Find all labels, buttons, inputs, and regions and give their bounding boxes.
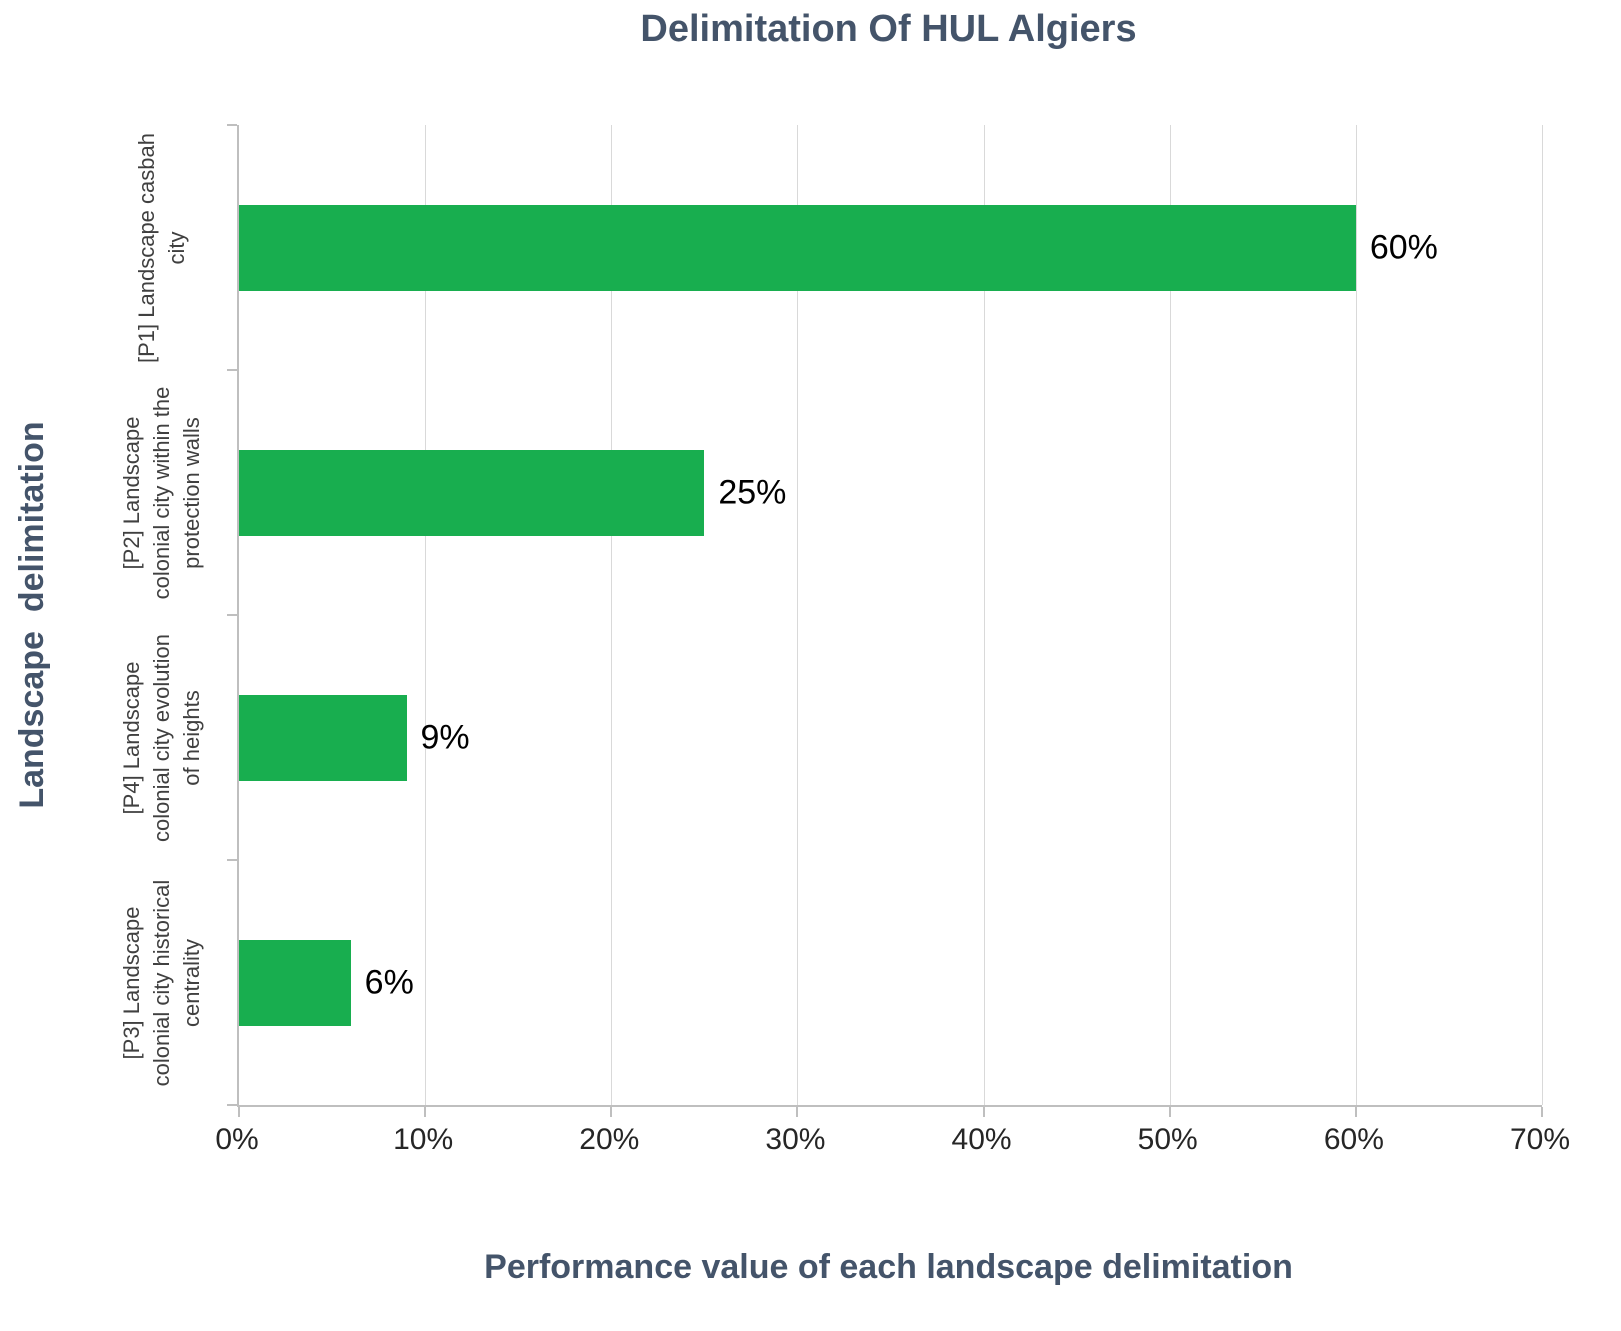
bar-value-label: 60% [1369, 228, 1438, 266]
y-axis-title: Landscape delimitation [12, 421, 51, 809]
y-tick-mark [227, 124, 237, 126]
gridline [983, 125, 985, 1105]
category-label: [P1] Landscape casbah city [134, 132, 189, 363]
x-tick-mark [1354, 1107, 1357, 1117]
x-tick-mark [1168, 1107, 1171, 1117]
x-tick-label: 60% [1323, 1123, 1384, 1156]
gridline [1169, 125, 1171, 1105]
x-tick-mark [982, 1107, 985, 1117]
gridline [1355, 125, 1357, 1105]
x-tick-mark [1541, 1107, 1543, 1117]
bar [239, 204, 1356, 291]
x-tick-label: 20% [579, 1123, 640, 1156]
gridline [797, 125, 799, 1105]
x-tick-mark [796, 1107, 799, 1117]
x-tick-label: 30% [765, 1123, 826, 1156]
chart-title: Delimitation Of HUL Algiers [640, 8, 1137, 50]
plot-area: 60% 25% 9% 6% [227, 124, 1543, 1117]
bar [239, 694, 407, 781]
x-tick-mark [424, 1107, 427, 1117]
bar-value-label: 9% [420, 718, 470, 756]
bar [239, 939, 351, 1026]
x-tick-label: 10% [393, 1123, 454, 1156]
bar-value-label: 25% [718, 473, 787, 511]
y-tick-mark [227, 614, 237, 616]
y-tick-mark [227, 1104, 237, 1106]
category-label: [P3] Landscape colonial city historical … [119, 879, 204, 1086]
y-tick-mark [227, 859, 237, 861]
x-tick-mark [238, 1107, 240, 1117]
gridline [425, 125, 427, 1105]
bar [239, 449, 705, 536]
x-axis-title: Performance value of each landscape deli… [484, 1248, 1293, 1286]
x-tick-mark [610, 1107, 613, 1117]
category-label: [P4] Landscape colonial city evolution o… [119, 633, 204, 842]
category-label: [P2] Landscape colonial city within the … [119, 386, 204, 599]
x-tick-label: 0% [215, 1123, 259, 1156]
y-tick-mark [227, 369, 237, 371]
x-tick-label: 70% [1509, 1123, 1571, 1156]
gridline [611, 125, 613, 1105]
gridline [1542, 125, 1543, 1105]
x-tick-label: 40% [951, 1123, 1012, 1156]
bar-value-label: 6% [364, 963, 414, 1001]
x-tick-label: 50% [1137, 1123, 1198, 1156]
